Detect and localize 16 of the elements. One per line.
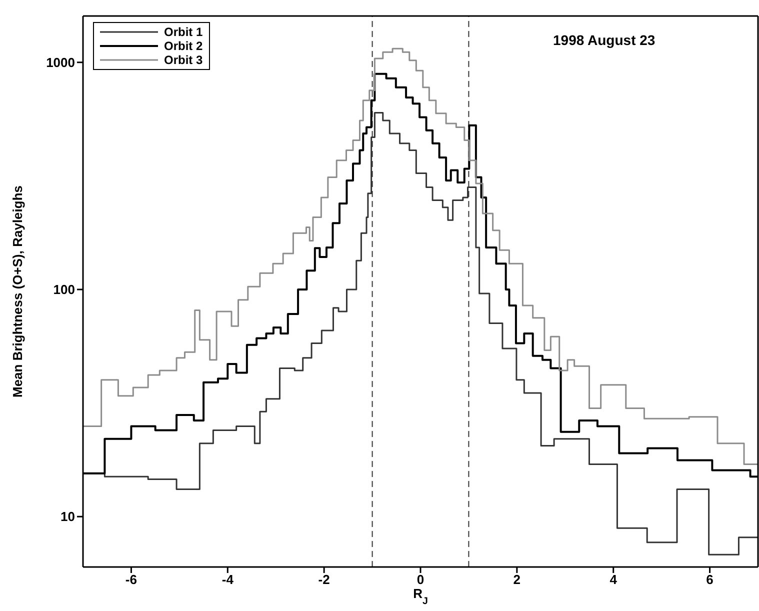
y-tick-label: 1000 [46,54,75,70]
x-axis-title: R$_{J}$ [413,586,428,606]
y-tick-label: 100 [53,282,75,298]
x-tick-label: 4 [610,572,618,588]
x-tick-label: 0 [416,572,424,588]
x-tick-label: 2 [513,572,521,588]
legend-label: Orbit 1 [164,25,203,39]
x-tick-label: -2 [318,572,330,588]
y-tick-label: 10 [60,509,75,524]
x-tick-label: -6 [125,572,137,588]
y-axis-title: Mean Brightness (O+S), Rayleighs [10,185,25,398]
legend-label: Orbit 3 [164,53,203,67]
annotation: 1998 August 23 [553,32,656,48]
x-tick-label: 6 [706,572,714,588]
legend-label: Orbit 2 [164,39,203,53]
x-tick-label: -4 [222,572,234,588]
